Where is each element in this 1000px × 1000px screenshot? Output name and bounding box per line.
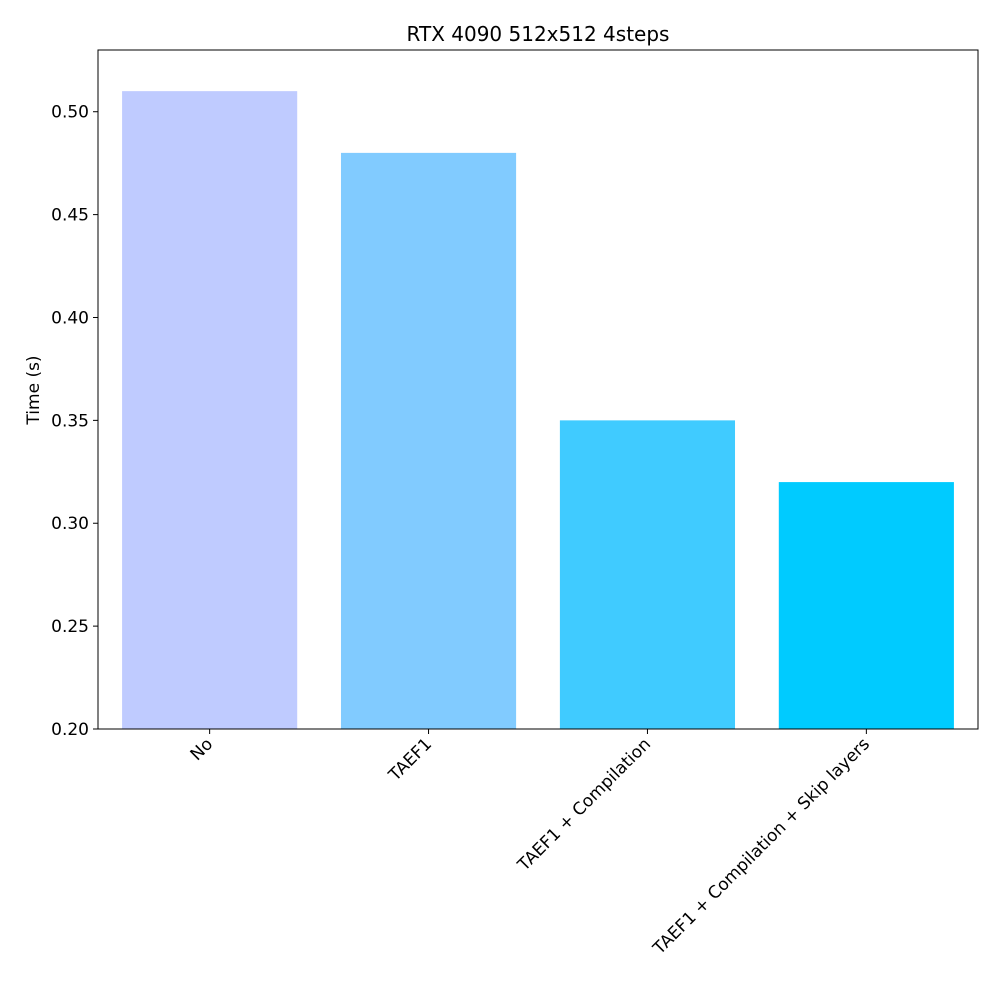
y-tick-label: 0.30 (51, 514, 89, 534)
y-axis-ticks: 0.20 0.25 0.30 0.35 0.40 0.45 0.50 (51, 103, 98, 740)
x-tick-label: TAEF1 + Compilation + Skip layers (649, 734, 874, 959)
bar-3 (778, 482, 954, 729)
y-tick-label: 0.20 (51, 720, 89, 740)
y-tick-label: 0.50 (51, 103, 89, 123)
y-axis-label: Time (s) (24, 355, 44, 425)
bar-2 (559, 420, 736, 729)
chart-title: RTX 4090 512x512 4steps (407, 22, 670, 46)
y-tick-label: 0.35 (51, 411, 89, 431)
y-tick-label: 0.40 (51, 308, 89, 328)
y-tick-label: 0.25 (51, 617, 89, 637)
bar-1 (340, 152, 517, 729)
x-tick-label: No (187, 734, 217, 764)
bar-0 (122, 91, 298, 730)
plot-frame (97, 49, 979, 730)
x-tick-label: TAEF1 + Compilation (513, 734, 655, 876)
bars-layer (122, 91, 954, 730)
y-tick-label: 0.45 (51, 206, 89, 226)
x-tick-label: TAEF1 (384, 734, 436, 786)
